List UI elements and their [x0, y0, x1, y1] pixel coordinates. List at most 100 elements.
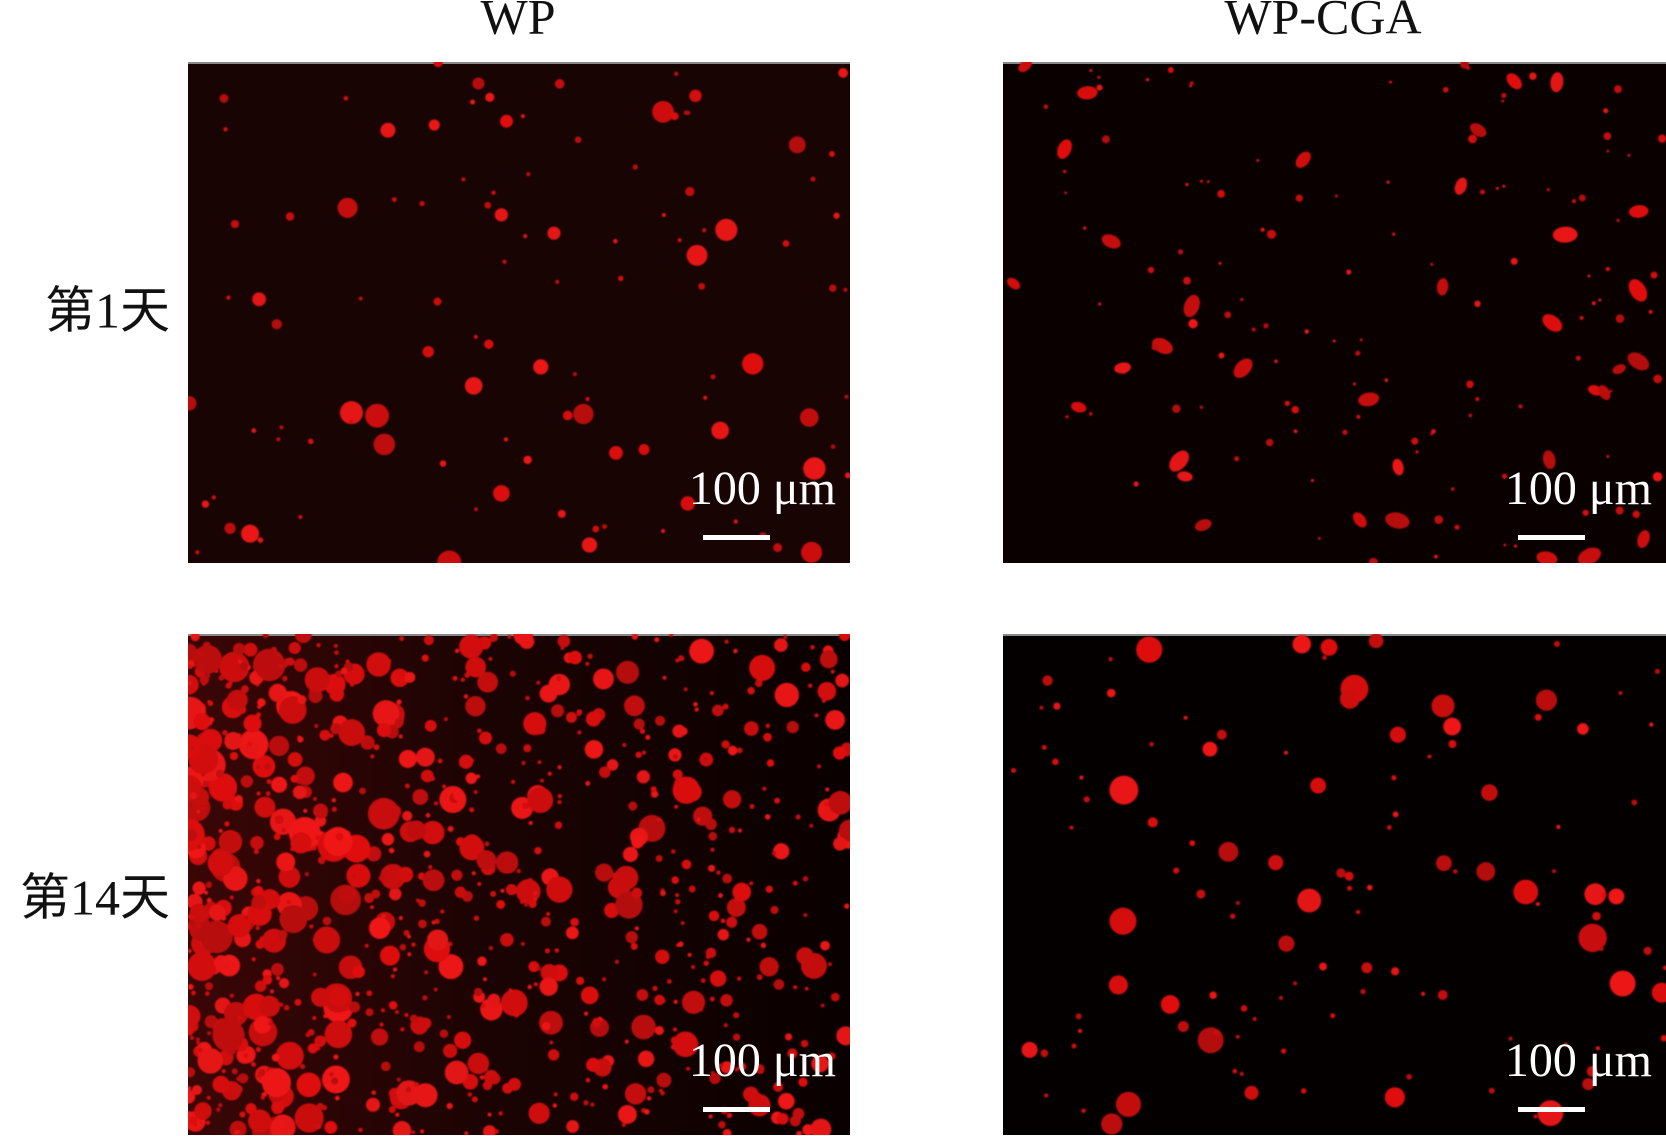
image-background: [1003, 634, 1666, 1135]
droplet: [446, 1102, 453, 1110]
droplet: [733, 648, 738, 654]
droplet: [592, 525, 600, 533]
droplet: [1502, 184, 1506, 188]
droplet: [1069, 825, 1074, 830]
droplet: [1151, 343, 1159, 351]
droplet: [379, 945, 400, 966]
droplet: [189, 903, 209, 923]
droplet: [500, 989, 528, 1017]
droplet: [1632, 510, 1640, 519]
droplet: [1098, 302, 1102, 306]
droplet: [1421, 991, 1426, 996]
droplet: [278, 977, 290, 989]
droplet: [222, 729, 228, 736]
droplet: [557, 509, 566, 518]
droplet: [1088, 412, 1093, 416]
droplet: [290, 832, 312, 854]
droplet: [552, 1103, 558, 1108]
droplet: [471, 1096, 478, 1103]
droplet: [227, 914, 252, 938]
scale-bar: [703, 1107, 770, 1112]
droplet: [1598, 298, 1602, 302]
droplet: [390, 668, 409, 688]
droplet: [265, 791, 271, 797]
droplet: [800, 1039, 809, 1048]
droplet: [452, 675, 458, 681]
droplet: [406, 934, 411, 939]
droplet: [825, 709, 845, 730]
droplet: [228, 920, 233, 925]
droplet: [1535, 902, 1540, 907]
droplet: [533, 359, 549, 375]
droplet: [685, 110, 691, 116]
droplet: [271, 1118, 287, 1134]
droplet: [719, 1063, 724, 1068]
droplet: [252, 755, 276, 778]
droplet: [403, 929, 410, 936]
droplet: [352, 965, 365, 978]
droplet: [286, 899, 291, 904]
droplet: [1224, 311, 1232, 319]
droplet: [1347, 885, 1353, 891]
droplet: [1442, 86, 1449, 93]
droplet: [279, 1002, 284, 1007]
droplet: [1552, 226, 1578, 243]
droplet: [537, 760, 542, 765]
droplet: [309, 924, 314, 929]
droplet: [720, 918, 726, 924]
droplet: [253, 885, 264, 897]
droplet: [208, 904, 226, 921]
droplet: [1411, 437, 1419, 445]
droplet: [843, 287, 848, 292]
droplet: [188, 680, 192, 686]
droplet: [585, 396, 590, 402]
droplet: [523, 455, 532, 465]
droplet: [388, 847, 395, 854]
droplet: [609, 445, 623, 460]
droplet: [660, 1090, 665, 1096]
droplet: [404, 1012, 409, 1018]
droplet: [675, 899, 681, 905]
droplet: [1240, 1005, 1248, 1012]
droplet: [491, 190, 496, 195]
column-header: WP-CGA: [1224, 0, 1421, 44]
droplet: [1481, 784, 1498, 801]
droplet: [281, 827, 286, 833]
droplet: [1454, 524, 1460, 530]
droplet: [1115, 1091, 1141, 1117]
droplet: [583, 1011, 589, 1016]
scale-label: 100 μm: [1505, 462, 1652, 515]
droplet: [1353, 382, 1357, 386]
droplet: [764, 814, 771, 820]
droplet: [1637, 530, 1650, 548]
droplet: [390, 974, 395, 979]
droplet: [683, 687, 688, 692]
micrograph: [188, 62, 850, 563]
droplet: [193, 1122, 198, 1127]
droplet: [358, 296, 363, 301]
droplet: [364, 893, 373, 901]
droplet: [1368, 634, 1384, 649]
droplet: [188, 734, 202, 759]
droplet: [1235, 901, 1240, 906]
droplet: [675, 893, 680, 898]
droplet: [255, 712, 261, 718]
droplet: [528, 878, 533, 883]
droplet: [722, 873, 733, 884]
droplet: [329, 1072, 334, 1077]
droplet: [1183, 715, 1188, 720]
droplet: [808, 683, 813, 688]
droplet: [487, 993, 501, 1007]
droplet: [261, 1068, 292, 1098]
droplet: [1358, 392, 1380, 407]
droplet: [685, 186, 695, 197]
droplet: [1436, 278, 1449, 296]
droplet: [188, 1067, 196, 1078]
droplet: [505, 884, 518, 896]
droplet: [1406, 1073, 1412, 1080]
droplet: [528, 821, 533, 826]
droplet: [678, 655, 685, 662]
droplet: [473, 334, 478, 339]
droplet: [192, 881, 206, 895]
droplet: [801, 662, 811, 673]
